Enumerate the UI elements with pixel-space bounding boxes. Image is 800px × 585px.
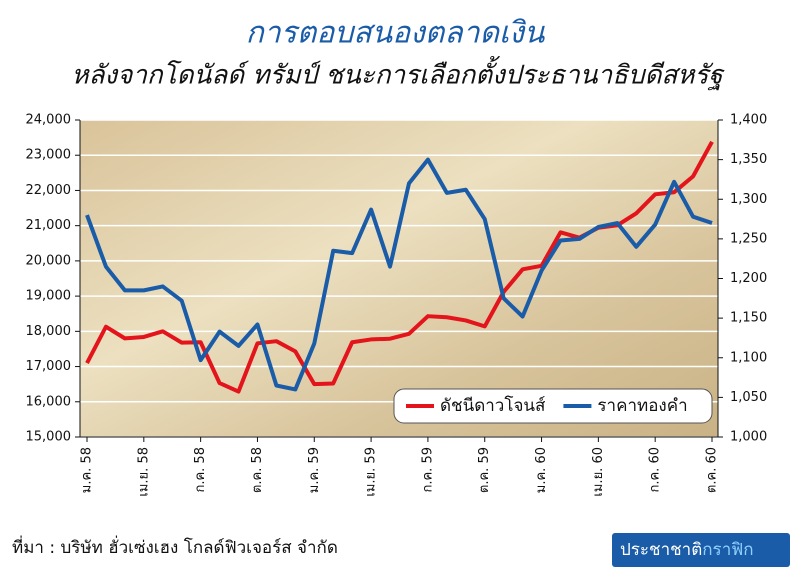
y2-tick-label: 1,100 bbox=[730, 350, 767, 365]
y2-tick-label: 1,050 bbox=[730, 390, 767, 405]
y2-tick-label: 1,200 bbox=[730, 271, 767, 286]
y2-tick-label: 1,300 bbox=[730, 192, 767, 207]
x-tick-label: เม.ย. 60 bbox=[591, 447, 606, 497]
y-tick-label: 16,000 bbox=[26, 394, 72, 409]
series-line bbox=[85, 157, 713, 392]
y-tick-label: 17,000 bbox=[26, 359, 72, 374]
y-tick-label: 15,000 bbox=[26, 430, 72, 445]
plot-background bbox=[80, 120, 718, 437]
x-tick-label: ต.ค. 59 bbox=[477, 447, 492, 493]
y-tick-label: 22,000 bbox=[26, 183, 72, 198]
brand-accent: กราฟิก bbox=[702, 540, 753, 560]
chart-title: การตอบสนองตลาดเงิน bbox=[246, 16, 546, 51]
y-tick-label: 18,000 bbox=[26, 324, 72, 339]
x-tick-label: ม.ค. 60 bbox=[534, 447, 549, 493]
y2-tick-label: 1,150 bbox=[730, 311, 767, 326]
y-tick-label: 19,000 bbox=[26, 289, 72, 304]
x-tick-label: ก.ค. 59 bbox=[420, 447, 435, 493]
x-tick-label: ต.ค. 60 bbox=[705, 447, 720, 493]
x-tick-label: ม.ค. 58 bbox=[80, 447, 95, 493]
x-tick-label: ม.ค. 59 bbox=[307, 447, 322, 493]
x-tick-label: เม.ย. 59 bbox=[364, 447, 379, 497]
y2-tick-label: 1,350 bbox=[730, 152, 767, 167]
brand-box bbox=[612, 533, 790, 567]
legend-label: ดัชนีดาวโจนส์ bbox=[440, 395, 546, 416]
y2-tick-label: 1,400 bbox=[730, 113, 767, 128]
x-tick-label: เม.ย. 58 bbox=[136, 447, 151, 497]
legend-box bbox=[393, 388, 713, 424]
y2-tick-label: 1,250 bbox=[730, 231, 767, 246]
y2-tick-label: 1,000 bbox=[730, 430, 767, 445]
source-note: ที่มา : บริษัท ฮั่วเซ่งเฮง โกลด์ฟิวเจอร์… bbox=[12, 535, 338, 558]
y-tick-label: 23,000 bbox=[26, 148, 72, 163]
x-tick-label: ก.ค. 60 bbox=[648, 447, 663, 493]
brand-main: ประชาชาติ bbox=[620, 540, 702, 560]
chart-subtitle: หลังจากโดนัลด์ ทรัมป์ ชนะการเลือกตั้งประ… bbox=[71, 56, 725, 91]
x-tick-label: ต.ค. 58 bbox=[250, 447, 265, 493]
brand: ประชาชาติกราฟิก bbox=[620, 540, 754, 560]
y-tick-label: 20,000 bbox=[26, 253, 72, 268]
y-tick-label: 21,000 bbox=[26, 218, 72, 233]
y-tick-label: 24,000 bbox=[26, 113, 72, 128]
x-tick-label: ก.ค. 58 bbox=[193, 447, 208, 493]
legend-label: ราคาทองคำ bbox=[597, 396, 687, 416]
